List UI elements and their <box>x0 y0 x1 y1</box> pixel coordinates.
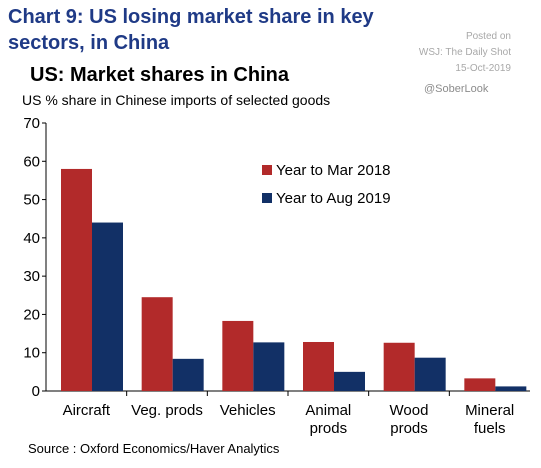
x-category-label: Mineral fuels <box>465 402 514 437</box>
bar-series-1 <box>222 320 254 391</box>
x-category-label: Aircraft <box>63 402 111 419</box>
bar-series-2 <box>495 386 527 391</box>
bar-series-1 <box>383 342 415 391</box>
bar-series-2 <box>414 357 446 391</box>
chart-title: US: Market shares in China <box>30 64 289 86</box>
bar-series-1 <box>141 297 173 391</box>
source-note: Source : Oxford Economics/Haver Analytic… <box>28 441 280 456</box>
y-tick-label: 30 <box>23 268 40 285</box>
y-tick-label: 20 <box>23 306 40 323</box>
handle-label: @SoberLook <box>424 83 489 95</box>
bar-series-1 <box>61 168 92 391</box>
publisher-label: WSJ: The Daily Shot <box>418 47 511 58</box>
bar-series-1 <box>303 341 334 391</box>
x-category-label: Vehicles <box>220 402 276 419</box>
bar-chart: 0 10 20 30 40 50 60 70 Aircraft Veg. prods Vehicle… <box>23 115 530 437</box>
y-tick-label: 50 <box>23 192 40 209</box>
posted-on-label: Posted on <box>465 31 511 42</box>
bar-series-2 <box>92 222 123 391</box>
y-tick-label: 10 <box>23 345 40 362</box>
legend-label: Year to Mar 2018 <box>276 162 391 179</box>
legend-swatch <box>262 193 272 203</box>
bar-series-2 <box>172 358 204 391</box>
x-category-label: Wood prods <box>390 402 429 437</box>
chart-subtitle: US % share in Chinese imports of selecte… <box>22 92 331 108</box>
y-tick-label: 0 <box>32 383 40 400</box>
y-tick-label: 40 <box>23 230 40 247</box>
legend-label: Year to Aug 2019 <box>276 190 391 207</box>
x-category-label: Animal prods <box>305 402 351 437</box>
x-category-label: Veg. prods <box>131 402 203 419</box>
bar-series-1 <box>464 378 496 391</box>
page-title: Chart 9: US losing market share in key s… <box>8 6 374 54</box>
legend-swatch <box>262 165 272 175</box>
date-label: 15-Oct-2019 <box>455 63 511 74</box>
y-tick-label: 60 <box>23 153 40 170</box>
bar-series-2 <box>334 371 365 391</box>
y-tick-label: 70 <box>23 115 40 132</box>
bar-series-2 <box>253 342 285 391</box>
